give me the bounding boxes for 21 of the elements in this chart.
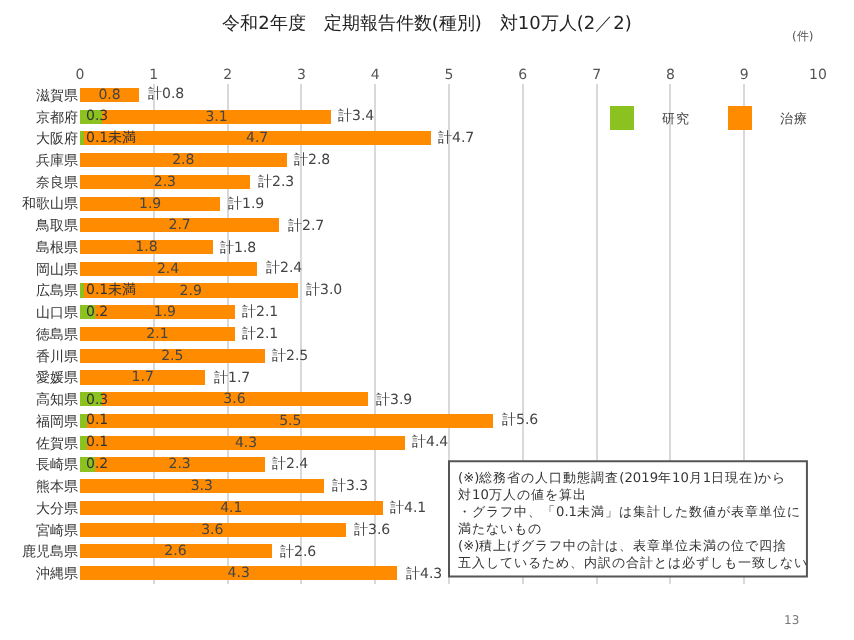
bar: [83, 283, 298, 298]
bar: [87, 413, 494, 429]
bar: [87, 435, 405, 450]
bar: [80, 174, 250, 189]
chart-title: 令和2年度 定期報告件数(種別) 対10万人(2／2): [222, 12, 632, 35]
bar: [80, 348, 265, 363]
bar: [80, 522, 346, 537]
bar: [80, 326, 235, 342]
bar: [80, 370, 206, 385]
bar: [80, 479, 324, 494]
bar: [80, 239, 213, 255]
bar: [80, 544, 272, 559]
bar: [80, 566, 398, 581]
bar: [80, 196, 221, 211]
bar: [80, 500, 383, 515]
bar: [80, 261, 258, 276]
bar: [80, 413, 88, 429]
bar: [83, 131, 431, 146]
bar: [80, 218, 280, 233]
bar: [80, 153, 287, 168]
bar: [80, 435, 88, 450]
